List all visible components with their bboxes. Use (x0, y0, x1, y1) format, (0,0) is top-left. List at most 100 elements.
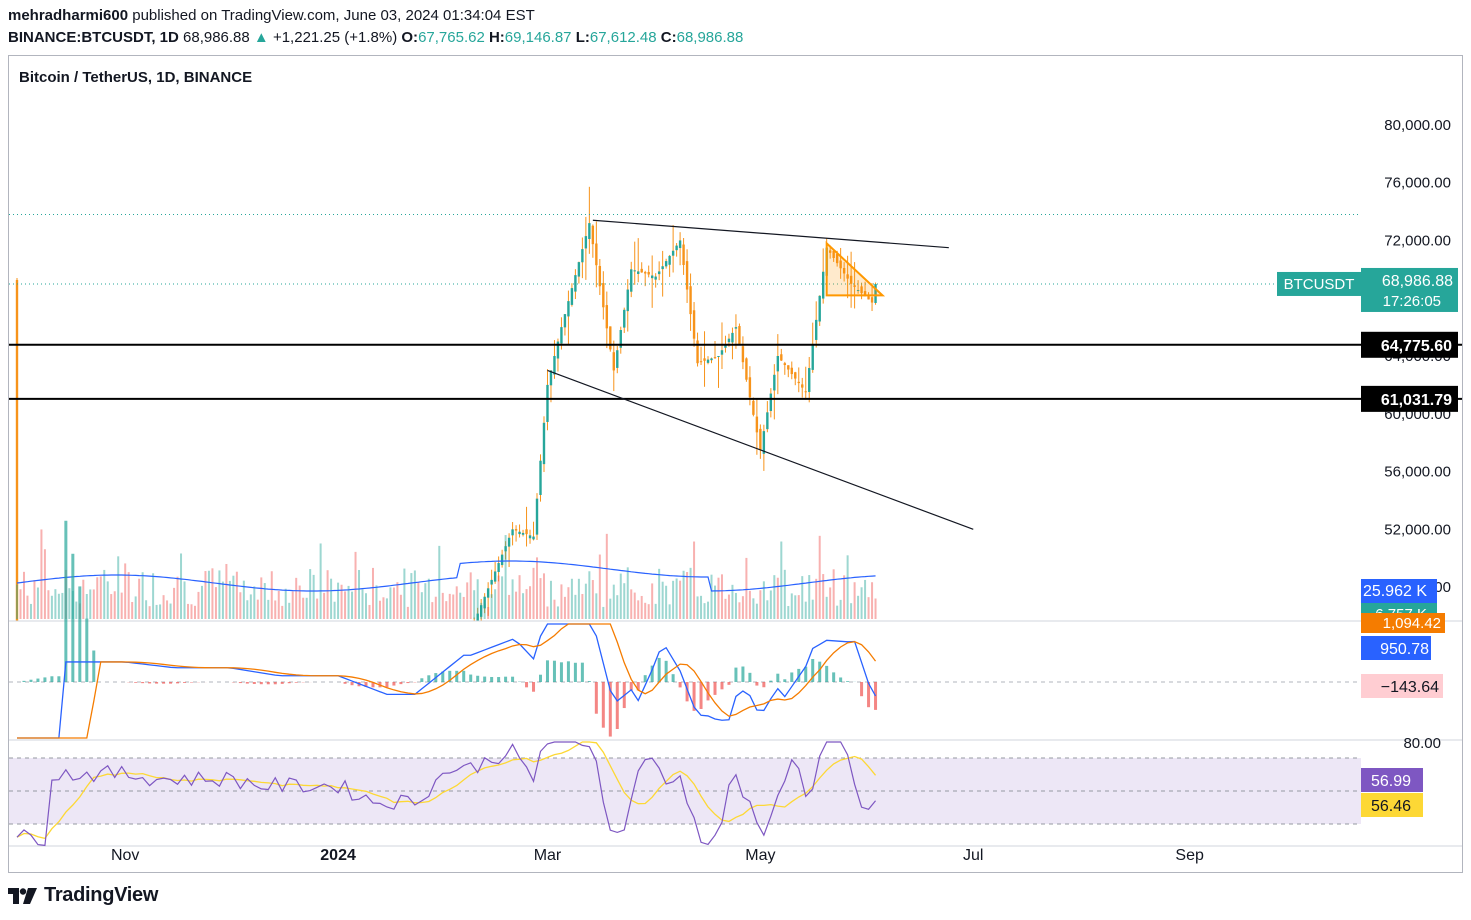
volume-bar (581, 593, 584, 619)
candle-body (173, 738, 175, 744)
candle-body (563, 314, 567, 328)
volume-bar (741, 596, 744, 619)
candle-body (47, 857, 49, 859)
volume-bar (92, 589, 95, 619)
candle-body (302, 671, 304, 672)
volume-bar (263, 583, 266, 619)
candle-body (734, 327, 738, 329)
macd-histogram-bar (727, 682, 731, 685)
candle-body (546, 384, 549, 422)
candle-body (504, 546, 507, 552)
macd-histogram-bar (811, 659, 815, 682)
macd-histogram-bar (587, 681, 591, 682)
volume-bar (396, 582, 399, 619)
volume-bar (515, 591, 518, 619)
candle-body (483, 596, 486, 609)
candle-body (528, 535, 532, 539)
volume-bar (501, 576, 504, 619)
macd-histogram-bar (580, 662, 584, 682)
candle-body (657, 271, 661, 275)
candle-body (243, 691, 245, 694)
volume-bar (717, 577, 720, 619)
volume-bar (103, 569, 106, 619)
volume-bar (801, 576, 804, 619)
volume-bar (277, 590, 280, 619)
volume-bar (518, 575, 521, 619)
volume-bar (134, 596, 137, 619)
macd-histogram-bar (78, 586, 82, 682)
chart-frame[interactable]: Bitcoin / TetherUS, 1D, BINANCE 80,000.00… (8, 55, 1463, 873)
volume-bar (141, 572, 144, 619)
time-tick-label: Sep (1175, 847, 1204, 864)
rsi-ma-value-label: 56.46 (1371, 798, 1411, 815)
volume-bar (180, 553, 183, 619)
candle-body (773, 374, 776, 391)
volume-bar (228, 580, 231, 619)
macd-hist-tag (1361, 674, 1443, 698)
candle-body (511, 529, 514, 536)
volume-bar (790, 593, 793, 619)
candle-body (696, 340, 699, 364)
candle-body (190, 725, 192, 731)
candle-body (640, 268, 643, 273)
macd-histogram-bar (776, 673, 780, 682)
candle-body (194, 722, 196, 726)
candle-body (828, 250, 832, 253)
volume-bar (431, 602, 434, 619)
candle-body (222, 701, 224, 706)
candle-body (602, 283, 605, 308)
candle-body (421, 700, 423, 706)
volume-bar (710, 574, 713, 619)
volume-bar (110, 594, 113, 619)
volume-bar (836, 605, 839, 619)
macd-histogram-bar (448, 670, 452, 682)
candle-body (232, 692, 234, 695)
candle-body (215, 706, 217, 711)
macd-histogram-bar (287, 682, 291, 684)
volume-bar (640, 595, 643, 619)
author[interactable]: mehradharmi600 (8, 7, 129, 24)
volume-bar (295, 577, 298, 619)
candle-body (609, 326, 612, 350)
volume-bar (668, 604, 671, 619)
macd-histogram-bar (266, 682, 270, 685)
candle-body (358, 673, 360, 674)
volume-bar (661, 581, 664, 619)
volume-bar (323, 592, 326, 619)
candle-body (867, 296, 870, 300)
macd-histogram-bar (545, 660, 549, 682)
volume-bar (602, 606, 605, 619)
candle-body (260, 685, 262, 689)
candle-body (595, 243, 598, 266)
tradingview-logo[interactable]: TradingView (8, 884, 158, 907)
volume-bar (549, 580, 552, 619)
volume-bar (378, 600, 381, 619)
price-chart[interactable]: Bitcoin / TetherUS, 1D, BINANCE 80,000.00… (9, 56, 1462, 872)
volume-bar (539, 578, 542, 619)
volume-bar (619, 573, 622, 619)
macd-histogram-bar (846, 681, 850, 682)
volume-bar (85, 594, 88, 619)
volume-bar (33, 580, 36, 619)
volume-bar (120, 592, 123, 619)
volume-bar (556, 606, 559, 619)
candle-body (619, 330, 622, 348)
candle-body (65, 838, 67, 845)
volume-bar (225, 563, 228, 619)
candle-body (323, 662, 325, 664)
macd-histogram-bar (671, 674, 675, 682)
candle-body (347, 663, 349, 667)
volume-bar (546, 606, 549, 619)
volume-bar (410, 573, 413, 619)
ohlc-line: BINANCE:BTCUSDT, 1D 68,986.88 ▲ +1,221.2… (8, 29, 743, 46)
candle-body (748, 377, 752, 398)
candle-body (783, 363, 786, 366)
volume-bar (337, 582, 340, 619)
macd-histogram-bar (36, 678, 40, 682)
volume-bar (595, 593, 598, 619)
volume-bar (61, 592, 64, 619)
volume-bar (392, 587, 395, 619)
macd-histogram-bar (643, 675, 647, 682)
volume-bar (745, 557, 748, 619)
rsi-top-tick: 80.00 (1403, 735, 1441, 752)
